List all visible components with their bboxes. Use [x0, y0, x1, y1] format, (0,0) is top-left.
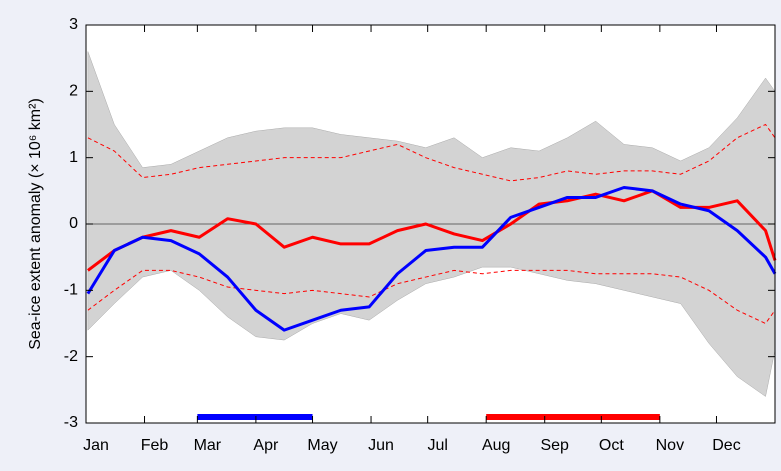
x-tick-label: Apr	[253, 437, 279, 454]
sigma-line	[87, 269, 776, 325]
x-tick-label: Sep	[540, 437, 569, 454]
y-tick-label: 3	[69, 16, 78, 33]
x-tick-label: Oct	[599, 437, 624, 454]
x-tick-label: Dec	[712, 437, 740, 454]
x-tick-label: Mar	[194, 437, 222, 454]
x-tick-label: Feb	[141, 437, 169, 454]
y-tick-label: -1	[64, 282, 78, 299]
y-tick-label: 2	[69, 83, 78, 100]
x-tick-label: Aug	[482, 437, 510, 454]
y-tick-label: -3	[64, 414, 78, 431]
x-tick-label: Jan	[83, 437, 109, 454]
y-tick-label: -2	[64, 348, 78, 365]
anomaly-line	[86, 189, 777, 272]
x-tick-label: Jul	[427, 437, 447, 454]
sigma-line	[87, 123, 776, 182]
y-tick-label: 1	[69, 149, 78, 166]
x-tick-label: May	[307, 437, 337, 454]
x-tick-label: Nov	[656, 437, 684, 454]
y-axis-label: Sea-ice extent anomaly (× 10⁶ km²)	[27, 98, 44, 350]
x-tick-label: Jun	[368, 437, 394, 454]
y-tick-label: 0	[69, 215, 78, 232]
anomaly-line	[86, 186, 777, 332]
